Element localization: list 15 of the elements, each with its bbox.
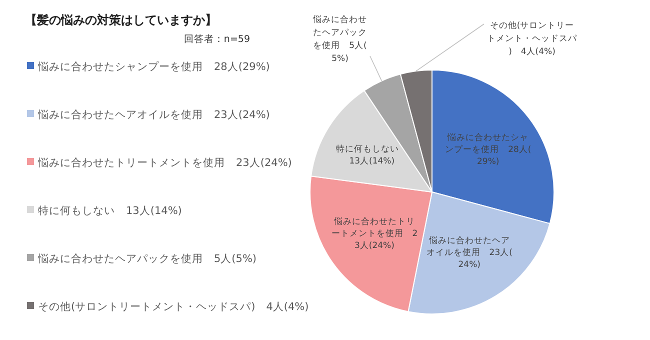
slice-label: 特に何もしない [336,144,408,155]
legend-label: 悩みに合わせたシャンプーを使用 28人(29%) [37,60,270,73]
chart-title: 【髪の悩みの対策はしていますか】 [25,13,217,27]
legend-label: 悩みに合わせたヘアパックを使用 5人(5%) [37,252,257,265]
slice-label: 悩みに合わせたヘアパックを使用 5人(5%) [312,14,367,64]
legend-label: 悩みに合わせたヘアオイルを使用 23人(24%) [37,108,270,121]
data-label: 13人(14%) [349,156,395,167]
slice-label: 悩みに合わせたシャンプーを使用 28人(29%) [445,132,532,167]
slice-label: 悩みに合わせたヘアオイルを使用 23人(24%) [426,235,512,270]
category-label: 特に何もしない 13人(14%) [38,205,182,217]
text: 回答者：n=59 [184,33,250,45]
slice-label: その他(サロントリートメント・ヘッドスパ) 4人(4%) [487,20,578,57]
slice-label: 悩みに合わせたトリートメントを使用 23人(24%) [331,216,418,252]
legend-label: その他(サロントリートメント・ヘッドスパ) 4人(4%) [38,301,309,313]
legend-label: 悩みに合わせたトリートメントを使用 23人(24%) [37,156,292,169]
